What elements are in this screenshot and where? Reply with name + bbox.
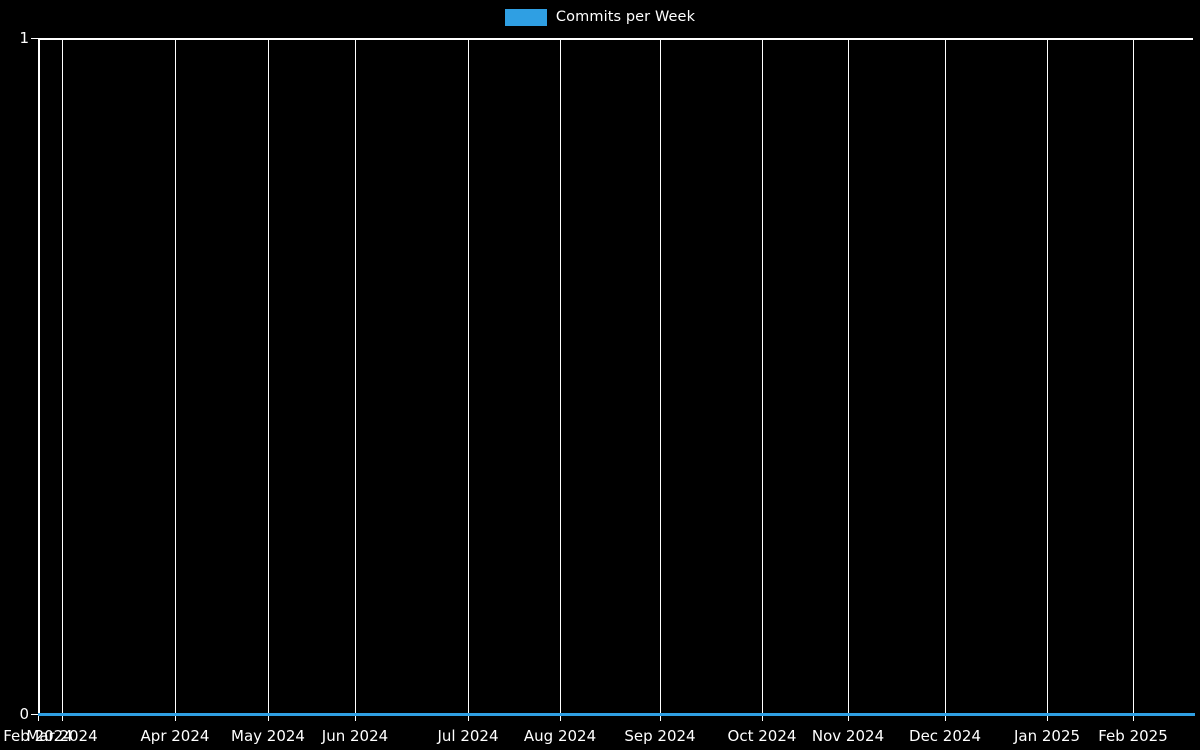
y-axis-tick [31, 714, 39, 715]
x-axis-tick [468, 714, 469, 721]
y-axis-tick-label: 0 [19, 705, 29, 723]
gridline [1133, 38, 1134, 714]
gridline [268, 38, 269, 714]
x-axis-tick [660, 714, 661, 721]
chart-legend: Commits per Week [0, 4, 1200, 30]
x-axis-tick [762, 714, 763, 721]
x-axis-tick-label: Dec 2024 [909, 727, 981, 745]
x-axis-tick [560, 714, 561, 721]
x-axis-tick [1047, 714, 1048, 721]
gridline [62, 38, 63, 714]
x-axis-tick-label: Mar 2024 [26, 727, 98, 745]
x-axis-tick-label: Feb 2025 [1098, 727, 1168, 745]
gridline [762, 38, 763, 714]
x-axis-tick-label: Jun 2024 [321, 727, 389, 745]
x-axis-tick [1133, 714, 1134, 721]
plot-area [38, 38, 1193, 714]
legend-label: Commits per Week [555, 8, 696, 25]
gridline [945, 38, 946, 714]
gridline [560, 38, 561, 714]
x-axis-tick-label: Nov 2024 [811, 727, 885, 745]
gridline [175, 38, 176, 714]
y-axis-tick [31, 38, 39, 39]
plot-top-border [38, 38, 1193, 40]
x-axis-tick-label: Oct 2024 [727, 727, 797, 745]
x-axis-tick-label: Feb 2024 [3, 727, 73, 745]
series-line-commits-per-week [38, 713, 1195, 716]
x-axis-tick [268, 714, 269, 721]
gridline [848, 38, 849, 714]
x-axis-tick [62, 714, 63, 721]
x-axis-tick [175, 714, 176, 721]
x-axis-tick [355, 714, 356, 721]
gridline [355, 38, 356, 714]
gridline [1047, 38, 1048, 714]
y-axis-tick-label: 1 [19, 29, 29, 47]
y-axis [38, 38, 40, 715]
legend-entry-commits-per-week[interactable]: Commits per Week [504, 8, 696, 26]
gridline [468, 38, 469, 714]
gridline [660, 38, 661, 714]
x-axis-tick-label: Sep 2024 [624, 727, 696, 745]
x-axis-tick [38, 714, 39, 721]
x-axis-tick [945, 714, 946, 721]
x-axis-tick-label: Jul 2024 [437, 727, 499, 745]
legend-swatch-icon [504, 8, 547, 26]
x-axis-tick [848, 714, 849, 721]
x-axis-tick-label: Aug 2024 [523, 727, 597, 745]
x-axis-tick-label: May 2024 [231, 727, 305, 745]
x-axis-tick-label: Apr 2024 [140, 727, 210, 745]
x-axis-tick-label: Jan 2025 [1013, 727, 1081, 745]
